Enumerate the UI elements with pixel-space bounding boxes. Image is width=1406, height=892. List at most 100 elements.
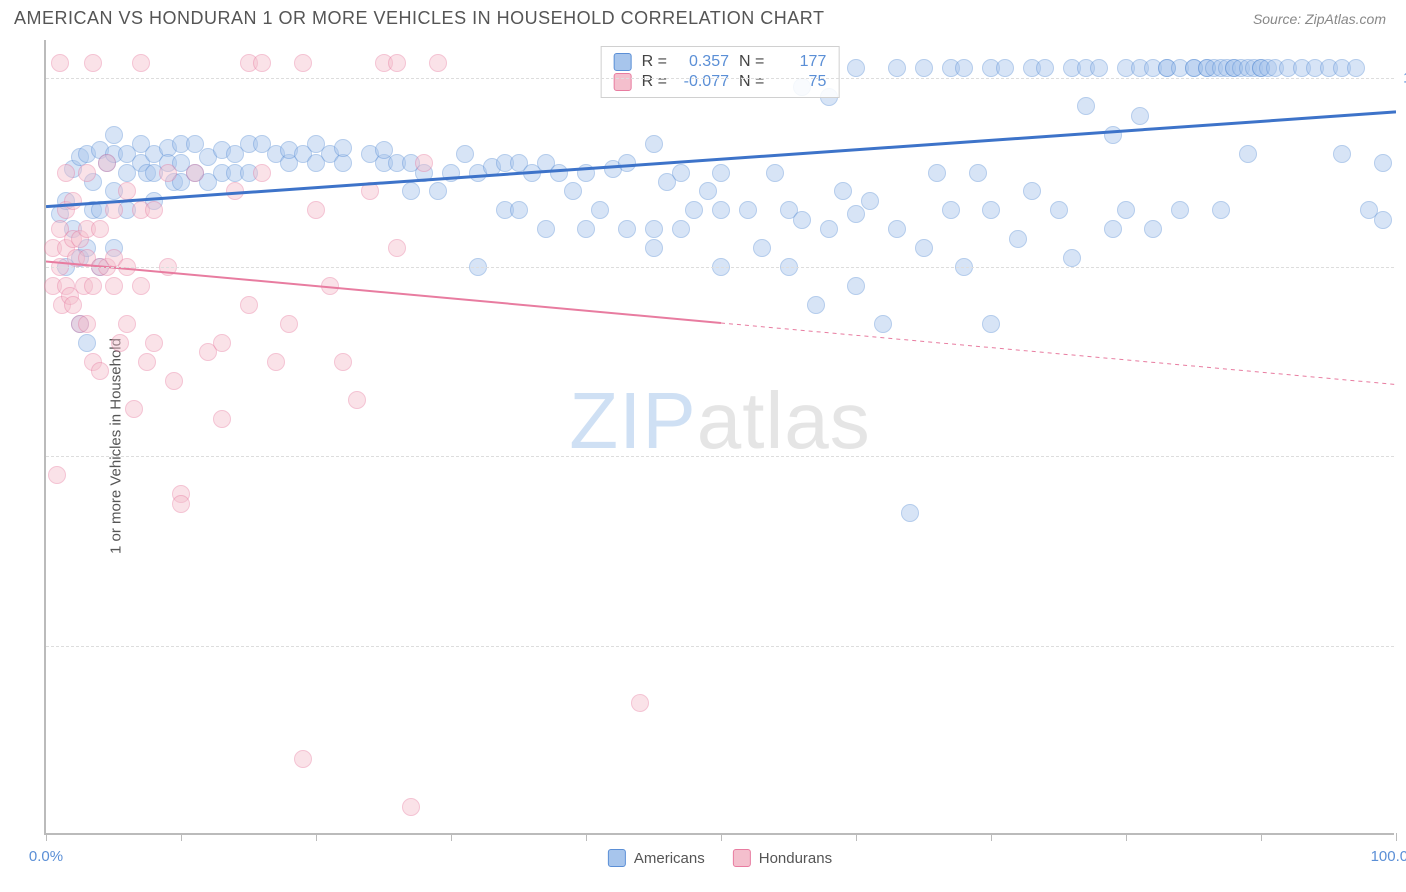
data-point bbox=[334, 139, 352, 157]
data-point bbox=[645, 135, 663, 153]
data-point bbox=[847, 205, 865, 223]
header: AMERICAN VS HONDURAN 1 OR MORE VEHICLES … bbox=[0, 0, 1406, 37]
data-point bbox=[888, 220, 906, 238]
x-tick bbox=[1396, 833, 1397, 841]
data-point bbox=[618, 154, 636, 172]
x-tick-label: 0.0% bbox=[29, 848, 63, 865]
data-point bbox=[1171, 201, 1189, 219]
data-point bbox=[361, 182, 379, 200]
stats-row-americans: R = 0.357 N = 177 bbox=[614, 53, 827, 71]
data-point bbox=[901, 504, 919, 522]
data-point bbox=[78, 334, 96, 352]
data-point bbox=[253, 164, 271, 182]
data-point bbox=[753, 239, 771, 257]
data-point bbox=[672, 164, 690, 182]
x-tick-label: 100.0% bbox=[1371, 848, 1406, 865]
data-point bbox=[685, 201, 703, 219]
gridline bbox=[46, 78, 1394, 79]
data-point bbox=[1077, 97, 1095, 115]
data-point bbox=[915, 239, 933, 257]
gridline bbox=[46, 267, 1394, 268]
correlation-stats-box: R = 0.357 N = 177 R = -0.077 N = 75 bbox=[601, 46, 840, 98]
data-point bbox=[253, 54, 271, 72]
data-point bbox=[1144, 220, 1162, 238]
x-tick bbox=[46, 833, 47, 841]
data-point bbox=[1333, 145, 1351, 163]
data-point bbox=[172, 495, 190, 513]
data-point bbox=[577, 164, 595, 182]
data-point bbox=[84, 54, 102, 72]
data-point bbox=[98, 154, 116, 172]
data-point bbox=[915, 59, 933, 77]
data-point bbox=[125, 400, 143, 418]
data-point bbox=[105, 126, 123, 144]
data-point bbox=[226, 182, 244, 200]
data-point bbox=[118, 182, 136, 200]
stats-n-value-hondurans: 75 bbox=[774, 73, 826, 91]
data-point bbox=[955, 59, 973, 77]
legend-label-hondurans: Hondurans bbox=[759, 850, 832, 867]
data-point bbox=[672, 220, 690, 238]
data-point bbox=[982, 201, 1000, 219]
data-point bbox=[145, 201, 163, 219]
data-point bbox=[105, 277, 123, 295]
data-point bbox=[645, 239, 663, 257]
data-point bbox=[388, 54, 406, 72]
data-point bbox=[240, 296, 258, 314]
chart-plot-area: ZIPatlas R = 0.357 N = 177 R = -0.077 N … bbox=[44, 40, 1394, 835]
legend-swatch-americans bbox=[608, 849, 626, 867]
data-point bbox=[213, 334, 231, 352]
legend-label-americans: Americans bbox=[634, 850, 705, 867]
data-point bbox=[793, 211, 811, 229]
data-point bbox=[888, 59, 906, 77]
data-point bbox=[402, 798, 420, 816]
gridline bbox=[46, 646, 1394, 647]
stats-r-value-hondurans: -0.077 bbox=[677, 73, 729, 91]
x-tick bbox=[181, 833, 182, 841]
data-point bbox=[1347, 59, 1365, 77]
data-point bbox=[78, 315, 96, 333]
legend-swatch-hondurans bbox=[733, 849, 751, 867]
data-point bbox=[631, 694, 649, 712]
data-point bbox=[1239, 145, 1257, 163]
data-point bbox=[321, 277, 339, 295]
data-point bbox=[388, 239, 406, 257]
data-point bbox=[712, 201, 730, 219]
x-tick bbox=[316, 833, 317, 841]
data-point bbox=[429, 182, 447, 200]
x-tick bbox=[856, 833, 857, 841]
data-point bbox=[577, 220, 595, 238]
data-point bbox=[537, 220, 555, 238]
data-point bbox=[57, 164, 75, 182]
data-point bbox=[942, 201, 960, 219]
data-point bbox=[132, 54, 150, 72]
stats-n-label: N = bbox=[739, 53, 764, 71]
data-point bbox=[165, 372, 183, 390]
data-point bbox=[1090, 59, 1108, 77]
data-point bbox=[969, 164, 987, 182]
data-point bbox=[213, 410, 231, 428]
data-point bbox=[996, 59, 1014, 77]
data-point bbox=[280, 315, 298, 333]
data-point bbox=[928, 164, 946, 182]
x-tick bbox=[586, 833, 587, 841]
legend-item-hondurans: Hondurans bbox=[733, 849, 832, 867]
stats-n-label: N = bbox=[739, 73, 764, 91]
data-point bbox=[91, 220, 109, 238]
data-point bbox=[132, 277, 150, 295]
stats-n-value-americans: 177 bbox=[774, 53, 826, 71]
data-point bbox=[847, 277, 865, 295]
data-point bbox=[456, 145, 474, 163]
data-point bbox=[64, 192, 82, 210]
data-point bbox=[564, 182, 582, 200]
chart-title: AMERICAN VS HONDURAN 1 OR MORE VEHICLES … bbox=[14, 8, 824, 29]
data-point bbox=[1023, 182, 1041, 200]
data-point bbox=[807, 296, 825, 314]
stats-r-label: R = bbox=[642, 53, 667, 71]
data-point bbox=[348, 391, 366, 409]
data-point bbox=[1036, 59, 1054, 77]
data-point bbox=[1117, 201, 1135, 219]
data-point bbox=[138, 353, 156, 371]
x-tick bbox=[1126, 833, 1127, 841]
data-point bbox=[820, 220, 838, 238]
